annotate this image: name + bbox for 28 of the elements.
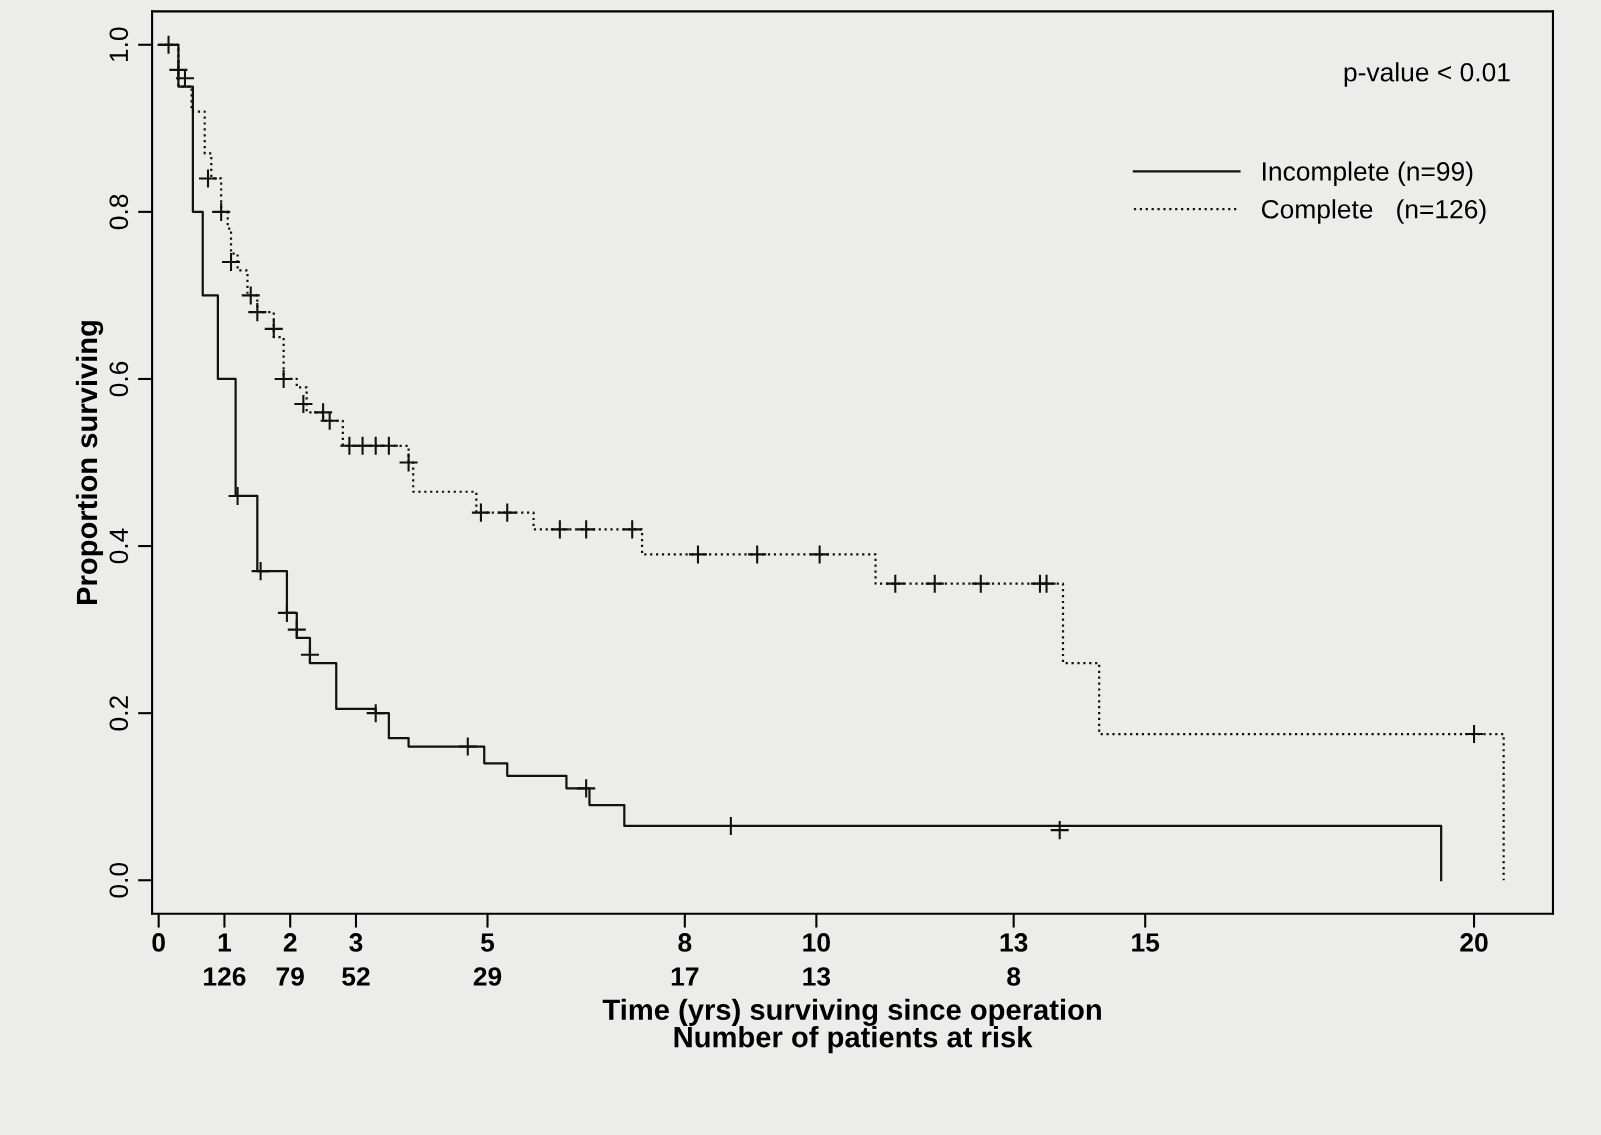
x-tick-label: 3 [349, 933, 363, 952]
x-tick-label: 15 [1132, 933, 1160, 952]
x-tick-label: 5 [480, 933, 495, 952]
x-tick-label: 20 [1460, 933, 1488, 952]
text: 8 [1007, 967, 1021, 986]
x-tick-label: 13 [1000, 933, 1028, 952]
y-axis-title: Proportion surviving [75, 321, 104, 604]
y-tick-label: 0.4 [109, 528, 129, 564]
x-tick-label: 2 [283, 933, 297, 952]
y-tick-label: 0.0 [109, 862, 129, 898]
text: 79 [276, 967, 304, 986]
x-axis-title: Time (yrs) surviving since operation Number of patients at risk [602, 998, 1101, 1054]
annotation: p-value < 0.01 [1344, 62, 1510, 87]
y-tick-label: 0.2 [109, 696, 129, 731]
text: 126 [204, 967, 246, 986]
legend-label: Incomplete (n=99) [1263, 161, 1473, 187]
y-tick-label: 0.8 [109, 194, 129, 230]
x-tick-label: 8 [678, 933, 692, 952]
legend-label: Complete (n=126) [1261, 199, 1486, 224]
x-tick-label: 10 [803, 933, 830, 952]
y-tick-label: 1.0 [109, 27, 129, 62]
text: 13 [803, 967, 831, 986]
text: 17 [671, 967, 699, 986]
text: 52 [342, 967, 370, 986]
y-tick-label: 0.6 [109, 361, 129, 397]
x-tick-label: 0 [152, 933, 165, 952]
x-tick-label: 1 [218, 933, 232, 952]
text: 29 [473, 967, 502, 986]
